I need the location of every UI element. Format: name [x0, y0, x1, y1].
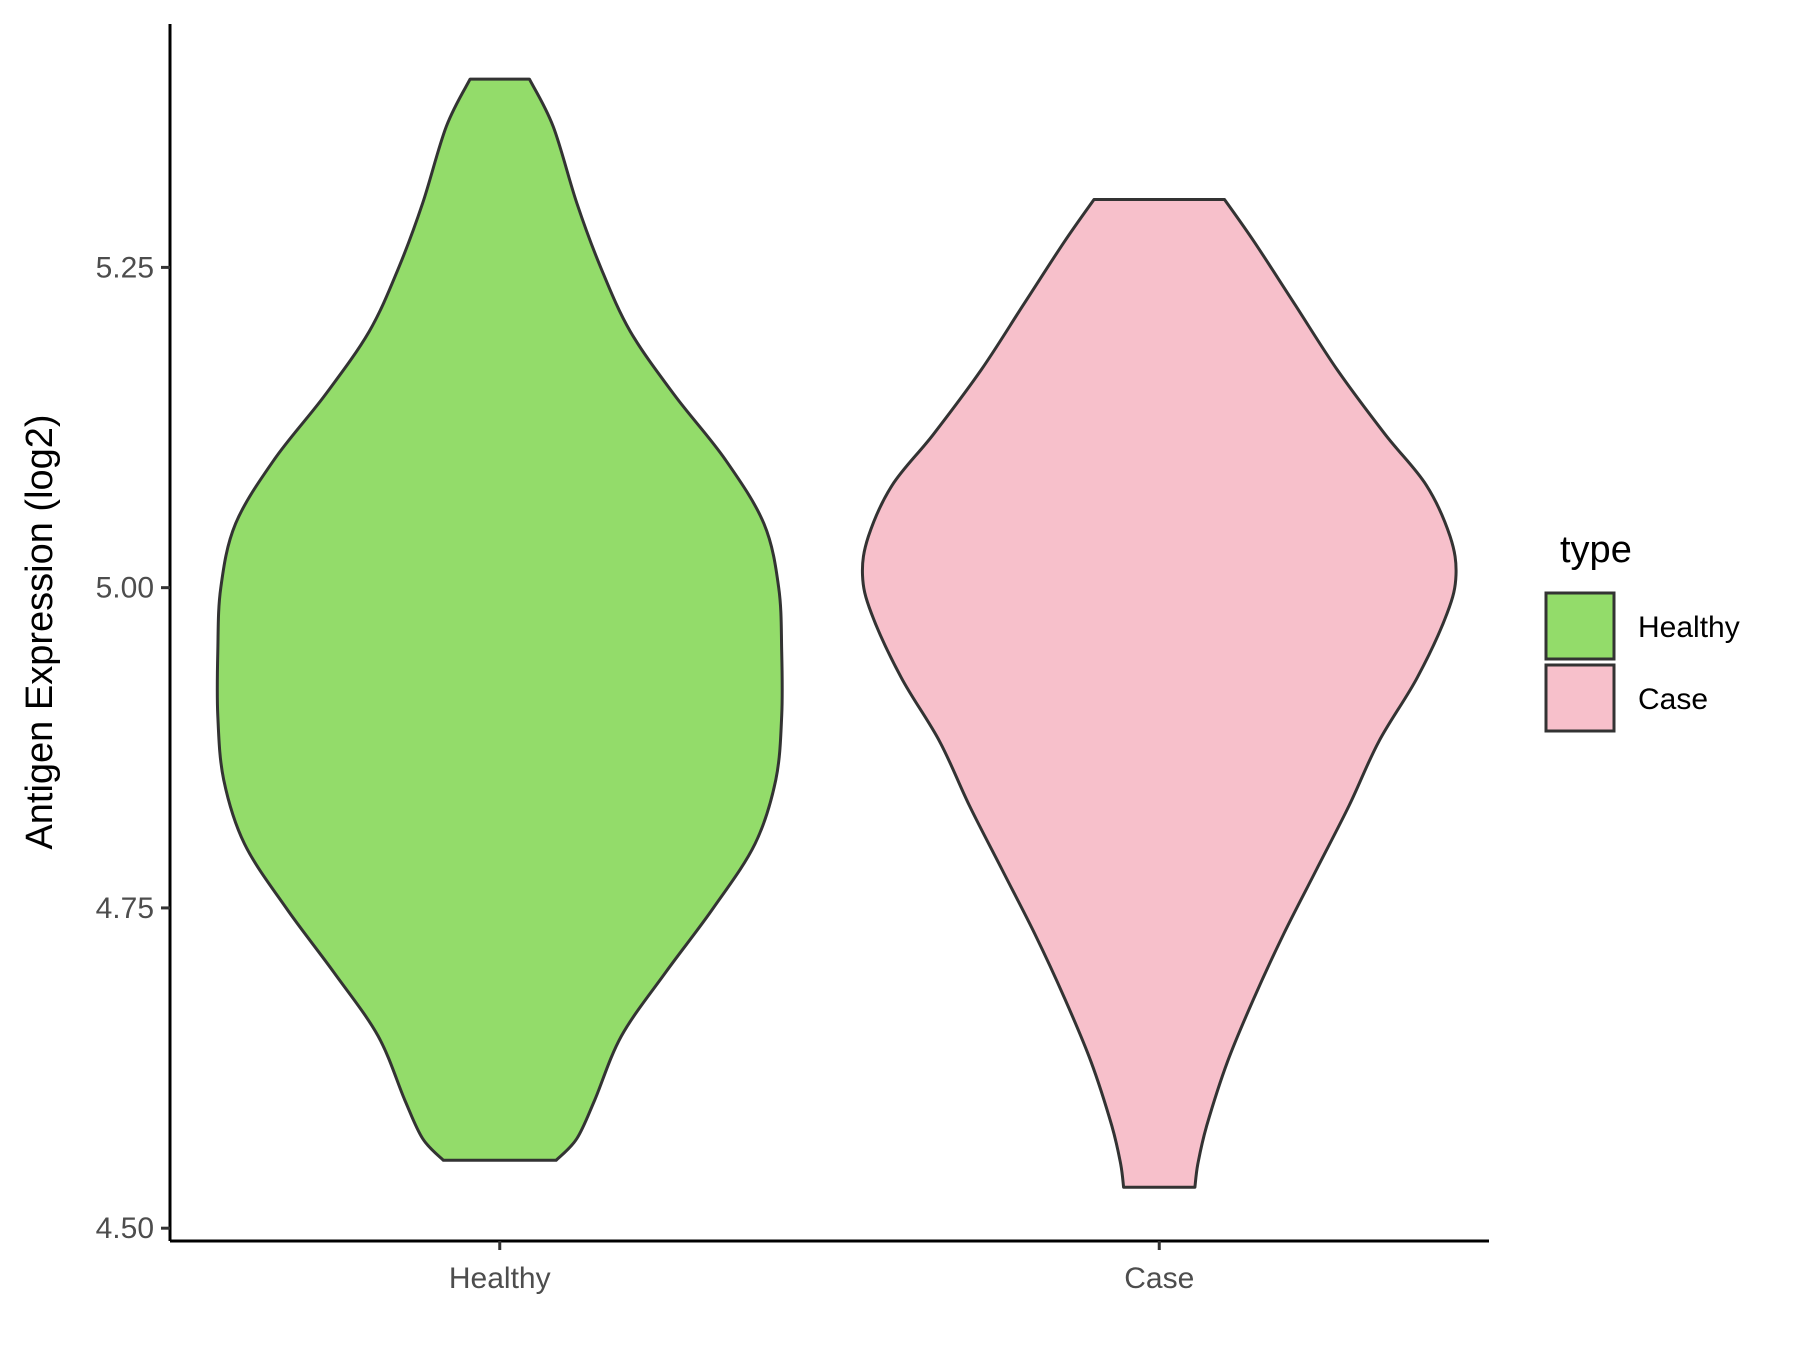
y-tick-label: 5.00 — [96, 572, 154, 605]
y-tick-label: 4.50 — [96, 1212, 154, 1245]
y-tick-label: 5.25 — [96, 251, 154, 284]
x-ticks: Healthy Case — [449, 1241, 1194, 1295]
y-axis-title: Antigen Expression (log2) — [19, 414, 61, 849]
legend: type Healthy Case — [1544, 529, 1740, 733]
legend-label-case: Case — [1638, 683, 1708, 716]
legend-swatch-case — [1544, 663, 1616, 733]
x-tick-label: Healthy — [449, 1262, 551, 1295]
y-ticks: 4.50 4.75 5.00 5.25 — [96, 251, 170, 1245]
violin-case — [860, 198, 1458, 1189]
legend-title: type — [1560, 529, 1632, 571]
legend-entries: Healthy Case — [1544, 591, 1740, 733]
axes-layer — [168, 24, 1489, 1243]
legend-label-healthy: Healthy — [1638, 611, 1740, 644]
violin-layer — [215, 77, 1458, 1189]
violin-healthy — [215, 77, 784, 1162]
x-tick-label: Case — [1124, 1262, 1194, 1295]
legend-swatch-healthy — [1544, 591, 1616, 661]
y-tick-label: 4.75 — [96, 892, 154, 925]
